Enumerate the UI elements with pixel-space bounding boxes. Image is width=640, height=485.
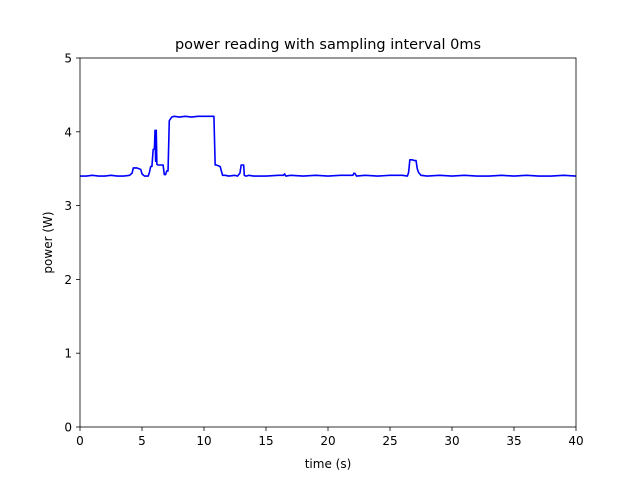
x-tick-label: 30 <box>444 434 459 448</box>
y-tick-label: 1 <box>64 347 72 361</box>
chart-title: power reading with sampling interval 0ms <box>175 37 481 53</box>
x-tick-label: 20 <box>320 434 335 448</box>
y-axis-label: power (W) <box>41 211 55 273</box>
y-axis-ticks: 0 1 2 3 4 5 <box>64 52 80 435</box>
x-axis-label: time (s) <box>305 457 352 471</box>
x-tick-label: 25 <box>382 434 397 448</box>
x-tick-label: 10 <box>196 434 211 448</box>
x-tick-label: 40 <box>568 434 583 448</box>
y-tick-label: 5 <box>64 52 72 66</box>
x-tick-label: 0 <box>76 434 84 448</box>
series-layer <box>80 115 577 177</box>
series-line-0 <box>80 115 577 177</box>
x-tick-label: 35 <box>506 434 521 448</box>
y-tick-label: 3 <box>64 199 72 213</box>
x-axis-ticks: 0 5 10 15 20 25 30 35 40 <box>76 427 584 448</box>
x-tick-label: 15 <box>258 434 273 448</box>
y-tick-label: 0 <box>64 421 72 435</box>
y-tick-label: 4 <box>64 125 72 139</box>
x-tick-label: 5 <box>138 434 146 448</box>
y-tick-label: 2 <box>64 273 72 287</box>
plot-area <box>80 58 576 427</box>
